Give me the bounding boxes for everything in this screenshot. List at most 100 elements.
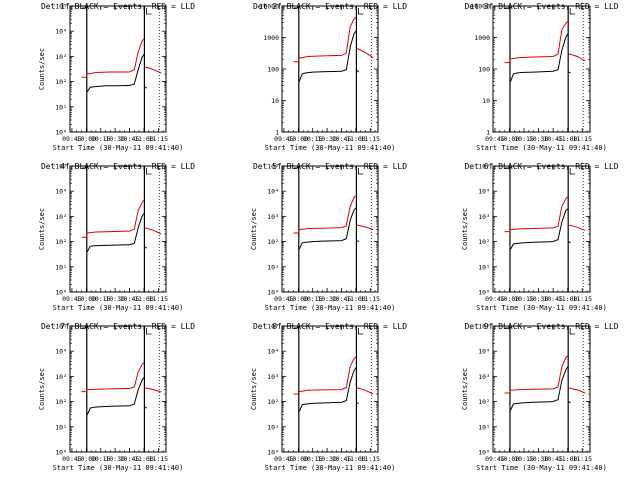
x-tick-label: 10:30 [529, 455, 549, 463]
y-tick-label: 10⁵ [478, 163, 490, 171]
plot-2: Det 2f BLACK = Events, RED = LLD 1 10 100 10… [253, 2, 407, 152]
y-tick-label: 10¹ [55, 423, 67, 431]
y-tick-label: 10³ [478, 373, 490, 381]
x-tick-label: 10:15 [303, 135, 323, 143]
events-series-line [144, 246, 148, 249]
y-axis-label: Counts/sec [38, 208, 46, 250]
events-series-line [86, 213, 145, 252]
x-tick-label: 10:15 [303, 455, 323, 463]
plot-6: Det 6f BLACK = Events, RED = LLD 10⁰ 10¹ 10… [461, 162, 619, 312]
x-tick-label: 10:15 [514, 295, 534, 303]
y-axis-label: Counts/sec [461, 208, 469, 250]
plot-frame [281, 5, 379, 133]
y-tick-label: 10000 [470, 3, 490, 11]
x-tick-label: 10:45 [543, 295, 563, 303]
x-tick-label: 11:00 [346, 455, 366, 463]
lld-series-line [144, 66, 162, 74]
x-tick-label: 11:00 [558, 295, 578, 303]
y-tick-label: 10⁰ [267, 289, 279, 297]
events-series-line [568, 71, 571, 74]
y-tick-label: 10⁰ [267, 449, 279, 457]
attenuator-flag [146, 328, 152, 335]
y-tick-label: 10² [55, 398, 67, 406]
lld-series-line [568, 53, 586, 62]
y-tick-label: 10³ [478, 213, 490, 221]
x-tick-label: 10:15 [91, 455, 111, 463]
y-tick-label: 10¹ [267, 423, 279, 431]
x-tick-label: 11:15 [149, 455, 169, 463]
y-tick-label: 1 [275, 129, 279, 137]
plot-frame [69, 5, 167, 133]
plot-7: Det 7f BLACK = Events, RED = LLD 10⁰ 10¹ 10… [38, 322, 195, 472]
x-tick-label: 11:00 [346, 135, 366, 143]
plot-title: Det 1f BLACK = Events, RED = LLD [41, 2, 195, 11]
attenuator-flag [358, 328, 364, 335]
y-tick-label: 10² [478, 238, 490, 246]
events-series-line [356, 402, 359, 404]
y-tick-label: 10¹ [267, 263, 279, 271]
x-tick-label: 11:15 [361, 295, 381, 303]
x-axis-label: Start Time (30-May-11 09:41:40) [476, 464, 607, 472]
y-tick-label: 10 [482, 97, 490, 105]
x-tick-label: 11:00 [134, 295, 154, 303]
y-tick-label: 10⁵ [267, 323, 279, 331]
attenuator-flag [358, 8, 364, 15]
attenuator-flag [146, 168, 152, 175]
y-tick-label: 10³ [55, 53, 67, 61]
plot-3: Det 3f BLACK = Events, RED = LLD 1 10 100 10… [464, 2, 618, 152]
plot-title: Det 2f BLACK = Events, RED = LLD [253, 2, 407, 11]
x-tick-label: 10:45 [120, 455, 140, 463]
y-tick-label: 10³ [55, 373, 67, 381]
x-tick-label: 10:30 [317, 455, 337, 463]
events-series-line [568, 401, 571, 404]
events-series-line [298, 367, 357, 412]
y-tick-label: 10⁵ [55, 3, 67, 11]
y-tick-label: 10⁵ [478, 323, 490, 331]
y-tick-label: 10⁵ [55, 163, 67, 171]
lld-series-line [293, 16, 357, 63]
plot-8: Det 8f BLACK = Events, RED = LLD 10⁰ 10¹ 10… [250, 322, 407, 472]
plot-title: Det 9f BLACK = Events, RED = LLD [464, 322, 618, 331]
y-tick-label: 10000 [259, 3, 279, 11]
x-tick-label: 09:45 [485, 295, 505, 303]
y-tick-label: 10² [267, 398, 279, 406]
y-tick-label: 10¹ [55, 263, 67, 271]
lld-series-line [144, 387, 162, 393]
events-series-line [510, 208, 569, 250]
plot-frame [69, 325, 167, 453]
lld-series-line [504, 196, 569, 233]
x-tick-label: 10:15 [91, 135, 111, 143]
lld-series-line [568, 387, 586, 394]
y-axis-label: Counts/sec [461, 368, 469, 410]
events-series-line [568, 241, 571, 244]
y-tick-label: 100 [267, 66, 279, 74]
y-tick-label: 10¹ [478, 263, 490, 271]
x-tick-label: 11:00 [134, 455, 154, 463]
x-tick-label: 10:00 [289, 135, 309, 143]
lld-series-line [504, 355, 569, 394]
events-series-line [298, 207, 357, 250]
lld-series-line [81, 38, 145, 78]
x-tick-label: 10:15 [514, 135, 534, 143]
x-tick-label: 10:00 [500, 455, 520, 463]
y-tick-label: 10⁴ [478, 348, 490, 356]
x-tick-label: 11:15 [572, 135, 592, 143]
plot-frame [69, 165, 167, 293]
plot-title: Det 3f BLACK = Events, RED = LLD [464, 2, 618, 11]
y-tick-label: 10⁴ [267, 348, 279, 356]
y-tick-label: 10⁴ [267, 188, 279, 196]
x-tick-label: 09:45 [485, 455, 505, 463]
x-tick-label: 10:45 [120, 295, 140, 303]
events-series-line [510, 33, 569, 82]
x-tick-label: 11:15 [149, 295, 169, 303]
y-tick-label: 10² [55, 238, 67, 246]
lld-series-line [504, 21, 569, 64]
plot-5: Det 5f BLACK = Events, RED = LLD 10⁰ 10¹ 10… [250, 162, 407, 312]
x-tick-label: 10:00 [289, 295, 309, 303]
y-tick-label: 10³ [55, 213, 67, 221]
x-axis-label: Start Time (30-May-11 09:41:40) [53, 144, 184, 152]
y-tick-label: 10⁴ [55, 348, 67, 356]
x-tick-label: 10:45 [120, 135, 140, 143]
plot-title: Det 6f BLACK = Events, RED = LLD [464, 162, 618, 171]
x-tick-label: 10:45 [332, 295, 352, 303]
